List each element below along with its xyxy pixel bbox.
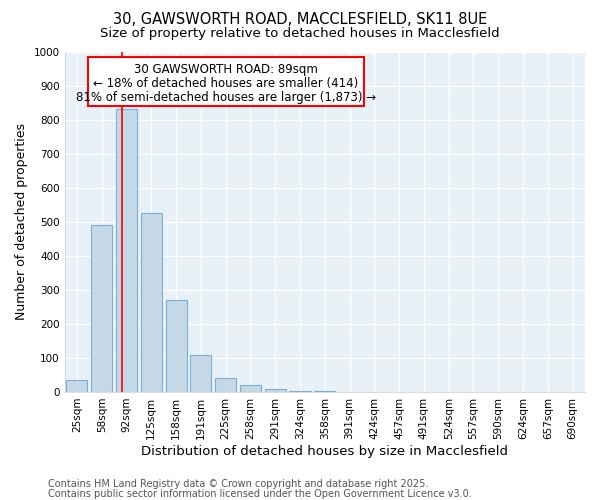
Text: Size of property relative to detached houses in Macclesfield: Size of property relative to detached ho… — [100, 28, 500, 40]
X-axis label: Distribution of detached houses by size in Macclesfield: Distribution of detached houses by size … — [141, 444, 508, 458]
Y-axis label: Number of detached properties: Number of detached properties — [15, 123, 28, 320]
Bar — [116, 110, 137, 392]
Text: Contains HM Land Registry data © Crown copyright and database right 2025.: Contains HM Land Registry data © Crown c… — [48, 479, 428, 489]
Text: Contains public sector information licensed under the Open Government Licence v3: Contains public sector information licen… — [48, 489, 472, 499]
Text: 30, GAWSWORTH ROAD, MACCLESFIELD, SK11 8UE: 30, GAWSWORTH ROAD, MACCLESFIELD, SK11 8… — [113, 12, 487, 28]
Bar — [314, 391, 335, 392]
Bar — [91, 225, 112, 392]
Bar — [289, 391, 311, 392]
Bar — [240, 385, 261, 392]
Bar — [190, 354, 211, 392]
FancyBboxPatch shape — [88, 56, 364, 106]
Bar — [67, 380, 88, 392]
Text: ← 18% of detached houses are smaller (414): ← 18% of detached houses are smaller (41… — [93, 77, 359, 90]
Text: 81% of semi-detached houses are larger (1,873) →: 81% of semi-detached houses are larger (… — [76, 91, 376, 104]
Bar — [265, 389, 286, 392]
Bar — [215, 378, 236, 392]
Bar — [166, 300, 187, 392]
Bar — [141, 213, 162, 392]
Text: 30 GAWSWORTH ROAD: 89sqm: 30 GAWSWORTH ROAD: 89sqm — [134, 64, 318, 76]
